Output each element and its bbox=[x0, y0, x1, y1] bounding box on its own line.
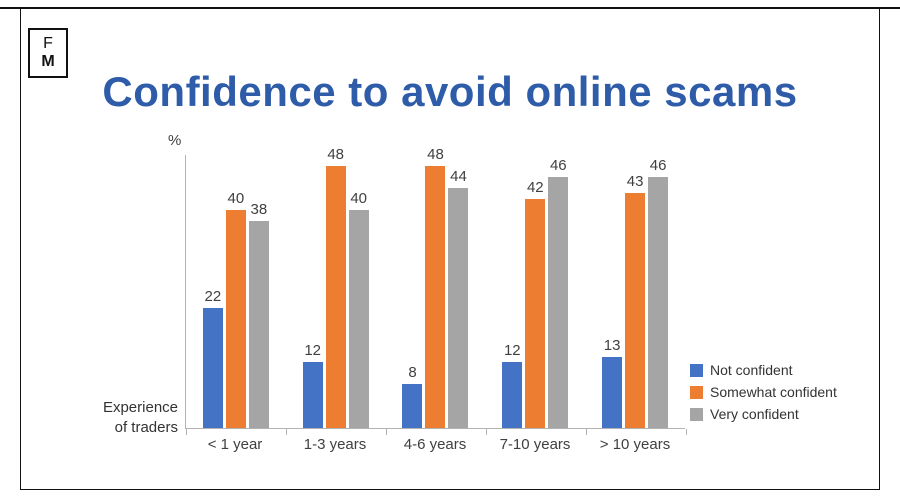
x-axis-title: Experience of traders bbox=[78, 398, 178, 437]
plot-area: 22 40 38 12 48 40 8 48 44 12 42 46 13 43 46 bbox=[185, 146, 687, 435]
bar-very-confident: 38 bbox=[248, 201, 269, 428]
bar-value-label: 38 bbox=[250, 200, 268, 218]
bar-not-confident: 12 bbox=[502, 342, 523, 428]
bar-very-confident: 40 bbox=[348, 190, 369, 428]
bar-not-confident: 13 bbox=[602, 337, 623, 428]
bar-very-confident: 46 bbox=[548, 157, 569, 428]
category-label: 7-10 years bbox=[499, 436, 571, 453]
x-axis-tick bbox=[686, 429, 687, 435]
x-axis-tick bbox=[286, 429, 287, 435]
bar-value-label: 12 bbox=[304, 342, 322, 360]
bar-value-label: 22 bbox=[204, 287, 222, 305]
legend-item: Not confident bbox=[690, 362, 837, 378]
category-label: < 1 year bbox=[207, 436, 263, 453]
category-row: < 1 year 1-3 years 4-6 years 7-10 years > 10… bbox=[185, 436, 685, 453]
legend-label: Not confident bbox=[710, 362, 793, 378]
category-label: 4-6 years bbox=[403, 436, 467, 453]
category-label: > 10 years bbox=[599, 436, 671, 453]
bar-value-label: 40 bbox=[227, 189, 245, 207]
chart-legend: Not confident Somewhat confident Very co… bbox=[690, 362, 837, 428]
bar-group: 22 40 38 bbox=[186, 155, 286, 428]
bar-value-label: 46 bbox=[549, 156, 567, 174]
legend-swatch-somewhat-confident bbox=[690, 385, 703, 399]
bar-not-confident: 12 bbox=[302, 342, 323, 428]
bar-value-label: 40 bbox=[350, 189, 368, 207]
bar-not-confident: 22 bbox=[202, 288, 223, 428]
legend-item: Very confident bbox=[690, 406, 837, 422]
bar-somewhat-confident: 42 bbox=[525, 179, 546, 428]
bar-group: 13 43 46 bbox=[585, 155, 685, 428]
bar-value-label: 43 bbox=[626, 173, 644, 191]
bar-value-label: 48 bbox=[427, 145, 444, 163]
bar-somewhat-confident: 40 bbox=[225, 190, 246, 428]
bar-value-label: 8 bbox=[408, 364, 417, 382]
legend-swatch-not-confident bbox=[690, 363, 703, 377]
fm-logo: F M bbox=[28, 28, 68, 78]
chart-title: Confidence to avoid online scams bbox=[102, 68, 798, 115]
bar-value-label: 46 bbox=[649, 156, 667, 174]
bar-group: 12 48 40 bbox=[286, 146, 386, 428]
legend-item: Somewhat confident bbox=[690, 384, 837, 400]
bar-group: 12 42 46 bbox=[485, 155, 585, 428]
fm-logo-letter-f: F bbox=[43, 35, 53, 53]
x-axis-tick bbox=[586, 429, 587, 435]
top-border-line bbox=[0, 7, 900, 9]
bar-somewhat-confident: 48 bbox=[325, 146, 346, 428]
bar-somewhat-confident: 48 bbox=[425, 146, 446, 428]
bar-value-label: 42 bbox=[526, 178, 544, 196]
x-axis-title-line1: Experience bbox=[102, 399, 178, 416]
legend-label: Very confident bbox=[710, 406, 799, 422]
bar-group: 8 48 44 bbox=[386, 146, 486, 428]
x-axis-tick bbox=[186, 429, 187, 435]
bar-chart: 22 40 38 12 48 40 8 48 44 12 42 46 13 43 46 < 1 year 1-… bbox=[185, 146, 687, 455]
x-axis-tick bbox=[386, 429, 387, 435]
bar-very-confident: 46 bbox=[648, 157, 669, 428]
category-label: 1-3 years bbox=[303, 436, 367, 453]
bar-value-label: 13 bbox=[603, 337, 621, 355]
page-frame bbox=[20, 8, 880, 490]
bar-value-label: 12 bbox=[503, 342, 521, 360]
legend-label: Somewhat confident bbox=[710, 384, 837, 400]
legend-swatch-very-confident bbox=[690, 407, 703, 421]
bar-value-label: 48 bbox=[327, 145, 345, 163]
fm-logo-letter-m: M bbox=[41, 53, 55, 70]
bar-somewhat-confident: 43 bbox=[625, 173, 646, 428]
y-axis-unit-label: % bbox=[168, 132, 182, 149]
bar-very-confident: 44 bbox=[448, 168, 469, 428]
x-axis-title-line2: of traders bbox=[114, 418, 178, 436]
bar-not-confident: 8 bbox=[402, 364, 423, 428]
bar-value-label: 44 bbox=[450, 167, 467, 185]
x-axis-tick bbox=[486, 429, 487, 435]
